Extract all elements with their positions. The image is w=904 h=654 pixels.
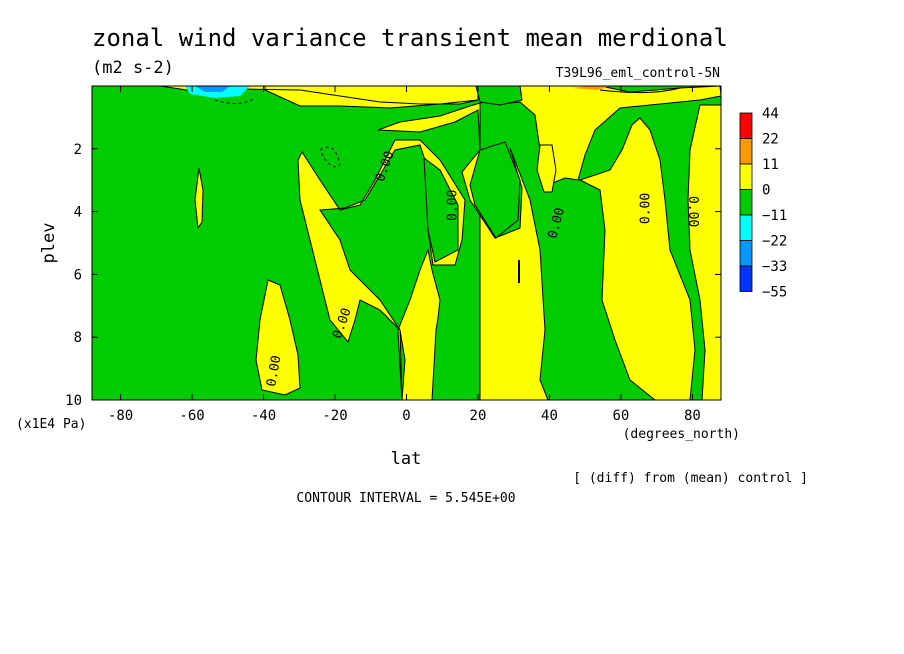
colorbar-level-label: −22 (762, 234, 787, 250)
x-tick-label: 0 (402, 408, 410, 424)
x-tick-label: 80 (684, 408, 701, 424)
negative-island-inner (423, 156, 459, 263)
solid-contour-top-right (599, 87, 681, 94)
x-axis: -80 -60 -40 -20 0 20 40 60 80 (108, 86, 701, 424)
x-tick-label: -60 (179, 408, 204, 424)
y-axis: 2 4 6 8 10 (65, 142, 721, 409)
contour-interval: CONTOUR INTERVAL = 5.545E+00 (296, 491, 515, 506)
x-tick-label: -80 (108, 408, 133, 424)
x-tick-label: -40 (251, 408, 276, 424)
positive-region-left-lens (194, 167, 204, 230)
x-tick-label: 60 (613, 408, 630, 424)
y-tick-label: 2 (74, 142, 82, 158)
y-tick-label: 8 (74, 330, 82, 346)
negative-island-mid (469, 141, 521, 239)
plot-area (92, 86, 721, 400)
colorbar-swatch (739, 214, 753, 241)
colorbar-swatch (739, 138, 753, 165)
contour-label: 0.00 (639, 193, 654, 224)
colorbar-swatch (739, 163, 753, 190)
positive-region-small-triangle (536, 144, 557, 193)
dashed-contour-2 (214, 97, 256, 104)
colorbar-level-label: 11 (762, 157, 779, 173)
x-axis-label: lat (391, 449, 422, 469)
run-label: T39L96_eml_control-5N (556, 66, 720, 81)
contour-label: 0.00 (264, 354, 284, 387)
colorbar-level-label: 22 (762, 132, 779, 148)
y-tick-label: 10 (65, 393, 82, 409)
negative-island-top (475, 86, 523, 106)
positive-region-central (297, 86, 721, 400)
y-unit-label: (x1E4 Pa) (16, 417, 86, 432)
positive-region-far-right (687, 104, 721, 400)
colorbar-level-label: −33 (762, 259, 787, 275)
chart-title: zonal wind variance transient mean merdi… (92, 24, 728, 52)
colorbar: 44 22 11 0 −11 −22 −33 −55 (739, 106, 787, 301)
contour-label: 0.00 (685, 196, 700, 227)
y-tick-label: 4 (74, 205, 82, 221)
positive-region-left-lower (255, 279, 301, 396)
footnote: [ (diff) from (mean) control ] (573, 471, 808, 486)
x-tick-label: 20 (470, 408, 487, 424)
colorbar-swatch (739, 189, 753, 216)
colorbar-swatch (739, 240, 753, 267)
x-tick-label: 40 (541, 408, 558, 424)
positive-regions (92, 86, 721, 400)
negative-islands (423, 86, 523, 263)
y-axis-label: plev (39, 223, 59, 264)
colorbar-level-label: 0 (762, 183, 770, 199)
chart-units: (m2 s-2) (92, 58, 174, 78)
contour-label: 0.00 (446, 190, 461, 221)
colorbar-level-label: −55 (762, 285, 787, 301)
x-tick-label: -20 (322, 408, 347, 424)
colorbar-level-label: −11 (762, 208, 787, 224)
dashed-contour-1 (319, 146, 341, 168)
orange-patch (572, 86, 610, 90)
colorbar-level-label: 44 (762, 106, 779, 122)
blue-patch (195, 86, 230, 92)
x-unit-label: (degrees_north) (623, 427, 740, 442)
colorbar-swatch (739, 112, 753, 139)
positive-region-right-column (578, 117, 696, 400)
y-tick-label: 6 (74, 267, 82, 283)
colorbar-swatch (739, 265, 753, 292)
